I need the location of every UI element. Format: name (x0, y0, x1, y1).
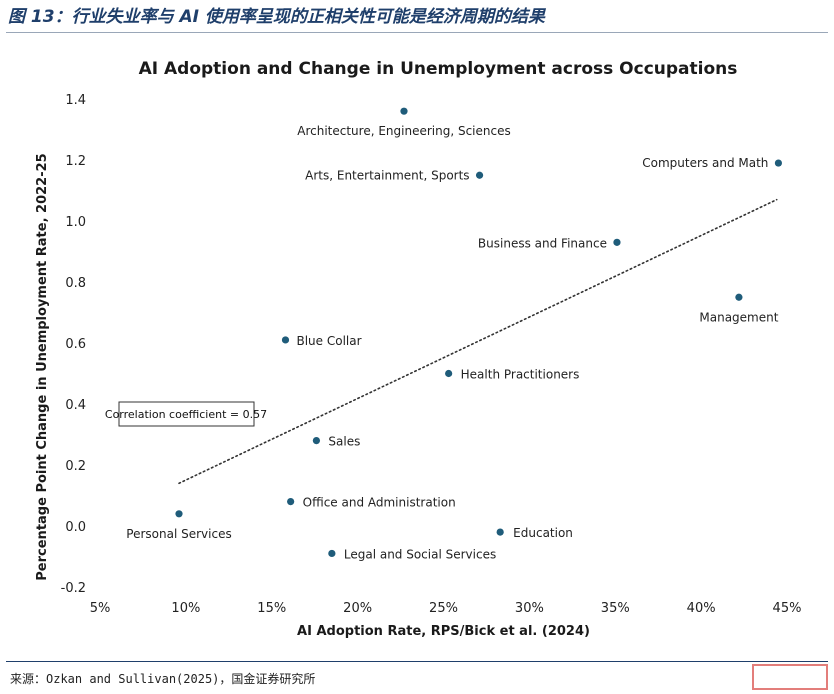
point-label: Education (513, 526, 573, 540)
data-point (735, 293, 743, 301)
source-note: 来源：Ozkan and Sullivan(2025)，国金证券研究所 (10, 672, 316, 686)
annotation-box (118, 401, 255, 427)
y-tick-label: 0.6 (65, 337, 86, 352)
correlation-annotation: Correlation coefficient = 0.57 (105, 408, 267, 421)
watermark-stamp (752, 664, 828, 690)
y-tick-label: 1.0 (65, 215, 86, 230)
data-point (281, 336, 290, 344)
x-tick-label: 15% (257, 601, 286, 616)
y-tick-label: 0.8 (65, 276, 86, 291)
data-points: Architecture, Engineering, Sciences Arts,… (126, 107, 783, 561)
point-label: Personal Services (126, 527, 231, 541)
y-tick-label: 0.0 (65, 520, 86, 535)
point-label: Blue Collar (296, 334, 361, 348)
y-axis-label: Percentage Point Change in Unemployment … (35, 153, 50, 580)
data-point (175, 510, 183, 518)
x-tick-label: 20% (343, 601, 372, 616)
bottom-rule (6, 661, 828, 662)
annotation-group: Correlation coefficient = 0.57 (105, 401, 267, 427)
x-tick-label: 30% (515, 601, 544, 616)
top-rule (6, 32, 828, 33)
x-tick-label: 45% (773, 601, 802, 616)
data-point (445, 369, 453, 378)
point-label: Computers and Math (642, 156, 768, 170)
point-label: Architecture, Engineering, Sciences (297, 124, 511, 138)
x-tick-label: 10% (171, 601, 200, 616)
data-point (328, 549, 336, 558)
y-tick-label: 0.4 (65, 398, 86, 413)
data-point (400, 107, 408, 115)
point-label: Legal and Social Services (344, 547, 496, 561)
data-point (774, 159, 783, 167)
point-label: Sales (328, 435, 360, 449)
y-tick-label: 1.4 (65, 93, 86, 108)
chart-title: AI Adoption and Change in Unemployment a… (139, 59, 738, 79)
point-label: Health Practitioners (461, 368, 580, 382)
y-tick-label: 1.2 (65, 154, 86, 169)
data-point (287, 498, 295, 506)
x-tick-label: 25% (429, 601, 458, 616)
x-axis-label: AI Adoption Rate, RPS/Bick et al. (2024) (297, 624, 590, 639)
trendline-group (178, 198, 778, 485)
data-point (613, 238, 621, 246)
point-label: Office and Administration (303, 496, 456, 510)
y-tick-label: -0.2 (61, 581, 86, 596)
point-label: Business and Finance (478, 236, 607, 250)
data-point (312, 437, 321, 445)
x-tick-label: 40% (687, 601, 716, 616)
axes: -0.2 0.0 0.2 0.4 0.6 0.8 1.0 1.2 1.4 5% 10% 15% 20% 2… (61, 93, 802, 616)
point-label: Management (699, 310, 778, 324)
x-tick-label: 35% (601, 601, 630, 616)
scatter-chart: AI Adoption and Change in Unemployment a… (35, 59, 802, 639)
point-label: Arts, Entertainment, Sports (305, 168, 469, 182)
figure-title: 图 13：行业失业率与 AI 使用率呈现的正相关性可能是经济周期的结果 (8, 7, 545, 27)
data-point (475, 171, 484, 179)
y-tick-label: 0.2 (65, 459, 86, 474)
x-tick-label: 5% (90, 601, 111, 616)
data-point (496, 528, 504, 536)
trendline (178, 198, 778, 485)
